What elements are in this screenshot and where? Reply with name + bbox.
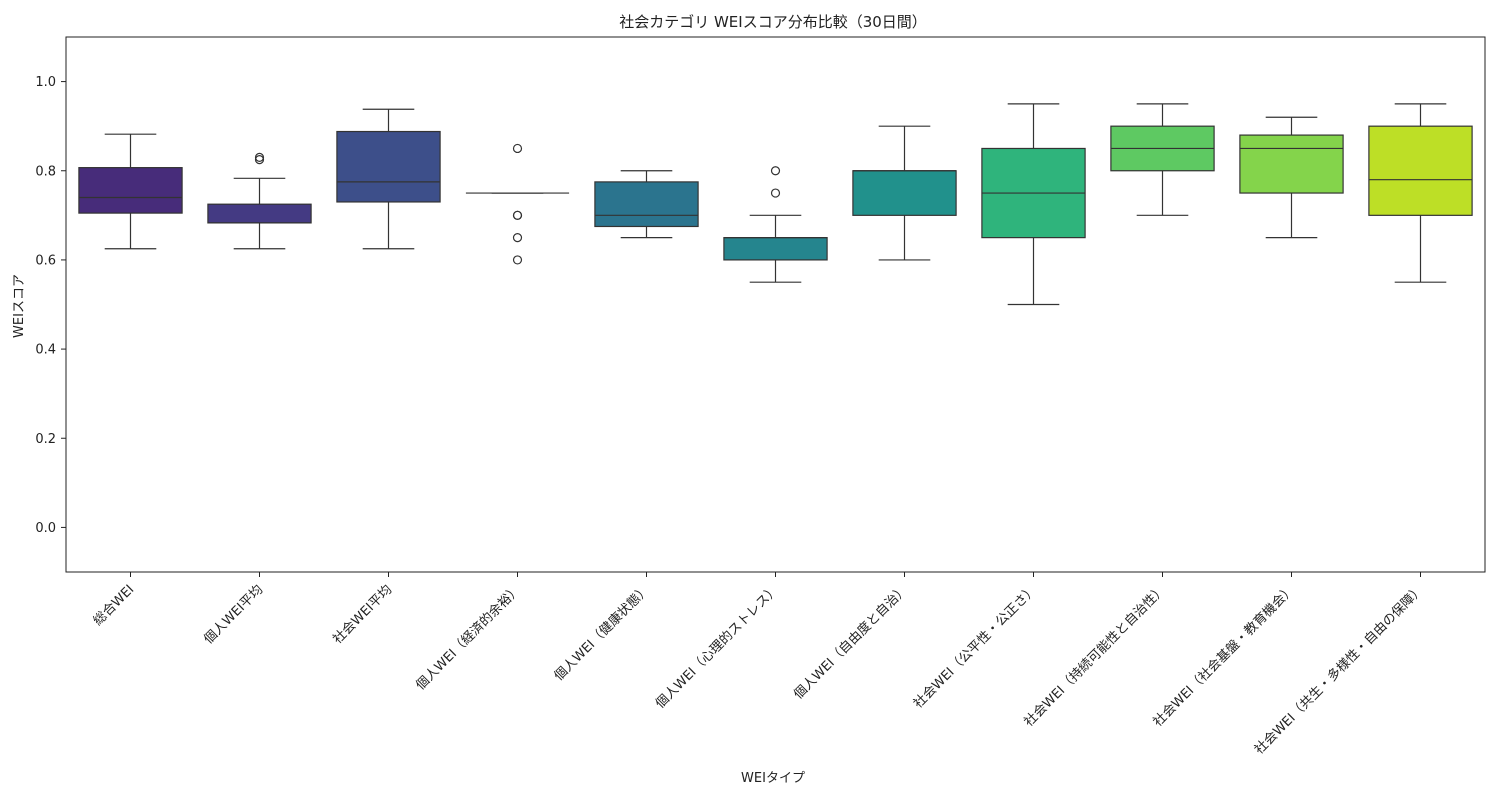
y-tick-label: 0.2 — [35, 432, 56, 447]
box-1 — [78, 133, 183, 250]
box-iqr — [1368, 125, 1473, 216]
y-tick-label: 0.4 — [35, 343, 56, 358]
x-tick-label: 社会WEI（社会基盤・教育機会） — [1150, 582, 1298, 730]
box-5 — [594, 170, 699, 239]
box-iqr — [852, 170, 957, 216]
outlier-point — [512, 143, 523, 154]
outlier-point — [512, 210, 523, 220]
x-tick-label: 個人WEI（健康状態） — [551, 582, 653, 684]
outlier-point — [770, 166, 781, 176]
x-tick-label: 個人WEI（経済的余裕） — [413, 582, 525, 694]
x-tick-label: 個人WEI（心理的ストレス） — [652, 582, 782, 712]
box-6 — [723, 166, 828, 283]
box-iqr — [594, 181, 699, 228]
y-axis-label: WEIスコア — [12, 274, 27, 338]
x-tick-label: 社会WEI（公平性・公正さ） — [910, 582, 1040, 712]
box-3 — [336, 108, 441, 250]
box-7 — [852, 125, 957, 261]
box-iqr — [723, 237, 828, 261]
box-iqr — [1239, 134, 1344, 194]
box-iqr — [207, 203, 312, 224]
y-axis: 0.0 0.2 0.4 0.6 0.8 1.0 — [35, 75, 66, 536]
box-10 — [1239, 116, 1344, 239]
plot-area — [65, 36, 1486, 573]
x-tick-label: 個人WEI平均 — [201, 582, 266, 647]
outlier-point — [512, 233, 523, 243]
x-tick-label: 社会WEI平均 — [330, 582, 396, 648]
box-4 — [465, 143, 570, 265]
y-tick-label: 1.0 — [35, 75, 56, 90]
x-tick-label: 総合WEI — [91, 582, 138, 629]
box-8 — [981, 103, 1086, 306]
box-iqr — [336, 130, 441, 203]
box-iqr — [78, 167, 183, 214]
y-tick-label: 0.8 — [35, 164, 56, 179]
x-axis-label: WEIタイプ — [741, 771, 805, 786]
y-tick-label: 0.0 — [35, 521, 56, 536]
box-9 — [1110, 103, 1215, 216]
x-tick-label: 個人WEI（自由度と自治） — [790, 582, 911, 703]
chart-title: 社会カテゴリ WEIスコア分布比較（30日間） — [619, 13, 927, 31]
x-tick-label: 社会WEI（持続可能性と自治性） — [1021, 582, 1169, 730]
box-2 — [207, 152, 312, 250]
outlier-point — [770, 188, 781, 198]
y-tick-label: 0.6 — [35, 253, 56, 268]
box-11 — [1368, 103, 1473, 283]
outlier-point — [254, 152, 265, 162]
x-axis: 総合WEI 個人WEI平均 社会WEI平均 個人WEI（経済的余裕） 個人WEI（健康状… — [91, 572, 1427, 758]
outlier-point — [512, 255, 523, 265]
